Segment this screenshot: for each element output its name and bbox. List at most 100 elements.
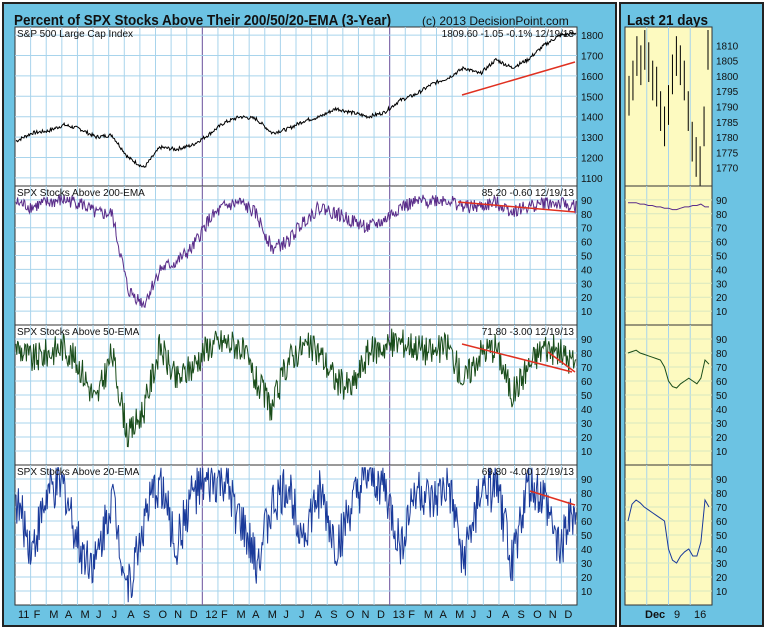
y-tick-label: 80: [581, 349, 593, 360]
x-tick-label: N: [361, 609, 369, 621]
x-tick-label: A: [440, 609, 448, 621]
side-y-tick-label: 1775: [716, 148, 739, 159]
side-y-tick-label: 70: [716, 363, 728, 374]
x-tick-label: O: [533, 609, 542, 621]
y-tick-label: 10: [581, 307, 593, 318]
y-tick-label: 10: [581, 587, 593, 598]
x-tick-label: J: [299, 609, 305, 621]
side-x-tick-label: 9: [674, 609, 680, 621]
chart-title: Percent of SPX Stocks Above Their 200/50…: [14, 12, 392, 29]
side-x-tick-label: Dec: [645, 609, 665, 621]
panel-readout: 1809.60 -1.05 -0.1% 12/19/13: [442, 29, 575, 40]
x-tick-label: J: [471, 609, 477, 621]
panel-readout: 85.20 -0.60 12/19/13: [482, 188, 575, 199]
x-tick-label: M: [455, 609, 464, 621]
side-y-tick-label: 70: [716, 224, 728, 235]
y-tick-label: 40: [581, 405, 593, 416]
side-y-tick-label: 60: [716, 377, 728, 388]
panel-title: SPX Stocks Above 20-EMA: [17, 467, 140, 478]
side-y-tick-label: 50: [716, 391, 728, 402]
side-y-tick-label: 20: [716, 293, 728, 304]
y-tick-label: 1500: [581, 92, 604, 103]
y-tick-label: 50: [581, 391, 593, 402]
x-tick-label: O: [159, 609, 168, 621]
x-tick-label: D: [377, 609, 385, 621]
side-y-tick-label: 1785: [716, 118, 739, 129]
y-tick-label: 60: [581, 377, 593, 388]
y-tick-label: 70: [581, 503, 593, 514]
y-tick-label: 80: [581, 489, 593, 500]
x-tick-label: N: [549, 609, 557, 621]
y-tick-label: 70: [581, 363, 593, 374]
y-tick-label: 90: [581, 196, 593, 207]
x-tick-label: O: [346, 609, 355, 621]
panel-title: S&P 500 Large Cap Index: [17, 29, 133, 40]
side-series-line-3: [627, 498, 710, 564]
x-tick-label: M: [237, 609, 246, 621]
side-y-tick-label: 90: [716, 475, 728, 486]
x-tick-label: J: [112, 609, 118, 621]
panel-title: SPX Stocks Above 50-EMA: [17, 327, 140, 338]
y-tick-label: 10: [581, 447, 593, 458]
y-tick-label: 60: [581, 517, 593, 528]
side-series-line-2: [627, 349, 710, 389]
side-y-tick-label: 60: [716, 517, 728, 528]
y-tick-label: 30: [581, 279, 593, 290]
copyright: (c) 2013 DecisionPoint.com: [422, 14, 569, 28]
trend-line: [547, 351, 576, 373]
y-tick-label: 1100: [581, 174, 603, 185]
x-tick-label: 11: [18, 609, 29, 621]
side-y-tick-label: 60: [716, 238, 728, 249]
y-tick-label: 50: [581, 252, 593, 263]
x-tick-label: M: [80, 609, 89, 621]
side-y-tick-label: 40: [716, 545, 728, 556]
y-tick-label: 20: [581, 293, 593, 304]
x-tick-label: M: [268, 609, 277, 621]
side-y-tick-label: 1780: [716, 133, 739, 144]
side-y-tick-label: 80: [716, 349, 728, 360]
side-y-tick-label: 1800: [716, 72, 739, 83]
side-y-tick-label: 1805: [716, 57, 739, 68]
side-y-tick-label: 30: [716, 279, 728, 290]
x-tick-label: M: [424, 609, 433, 621]
side-y-tick-label: 90: [716, 196, 728, 207]
side-y-tick-label: 40: [716, 265, 728, 276]
x-tick-label: N: [174, 609, 182, 621]
x-tick-label: J: [96, 609, 102, 621]
side-y-tick-label: 30: [716, 559, 728, 570]
trend-line: [457, 201, 576, 213]
x-tick-label: D: [190, 609, 198, 621]
side-x-tick-label: 16: [694, 609, 706, 621]
y-tick-label: 70: [581, 224, 593, 235]
trend-line: [529, 490, 576, 506]
y-tick-label: 40: [581, 545, 593, 556]
y-tick-label: 50: [581, 531, 593, 542]
panel-title: SPX Stocks Above 200-EMA: [17, 188, 145, 199]
y-tick-label: 1700: [581, 52, 604, 63]
side-y-tick-label: 20: [716, 573, 728, 584]
x-tick-label: 12: [205, 609, 217, 621]
trend-line: [461, 343, 573, 373]
side-y-tick-label: 80: [716, 489, 728, 500]
x-tick-label: S: [143, 609, 150, 621]
y-tick-label: 1800: [581, 31, 604, 42]
side-y-tick-label: 1810: [716, 41, 739, 52]
y-tick-label: 1400: [581, 113, 604, 124]
x-tick-label: S: [330, 609, 337, 621]
y-tick-label: 40: [581, 265, 593, 276]
x-tick-label: S: [518, 609, 525, 621]
series-line-1: [15, 193, 577, 308]
side-series-line-1: [628, 202, 709, 211]
side-title: Last 21 days: [627, 12, 709, 29]
side-y-tick-label: 30: [716, 419, 728, 430]
y-tick-label: 30: [581, 419, 593, 430]
side-y-tick-label: 40: [716, 405, 728, 416]
side-y-tick-label: 70: [716, 503, 728, 514]
side-y-tick-label: 10: [716, 307, 728, 318]
side-y-tick-label: 50: [716, 252, 728, 263]
y-tick-label: 30: [581, 559, 593, 570]
y-tick-label: 1300: [581, 133, 604, 144]
side-y-tick-label: 10: [716, 587, 728, 598]
x-tick-label: M: [49, 609, 58, 621]
